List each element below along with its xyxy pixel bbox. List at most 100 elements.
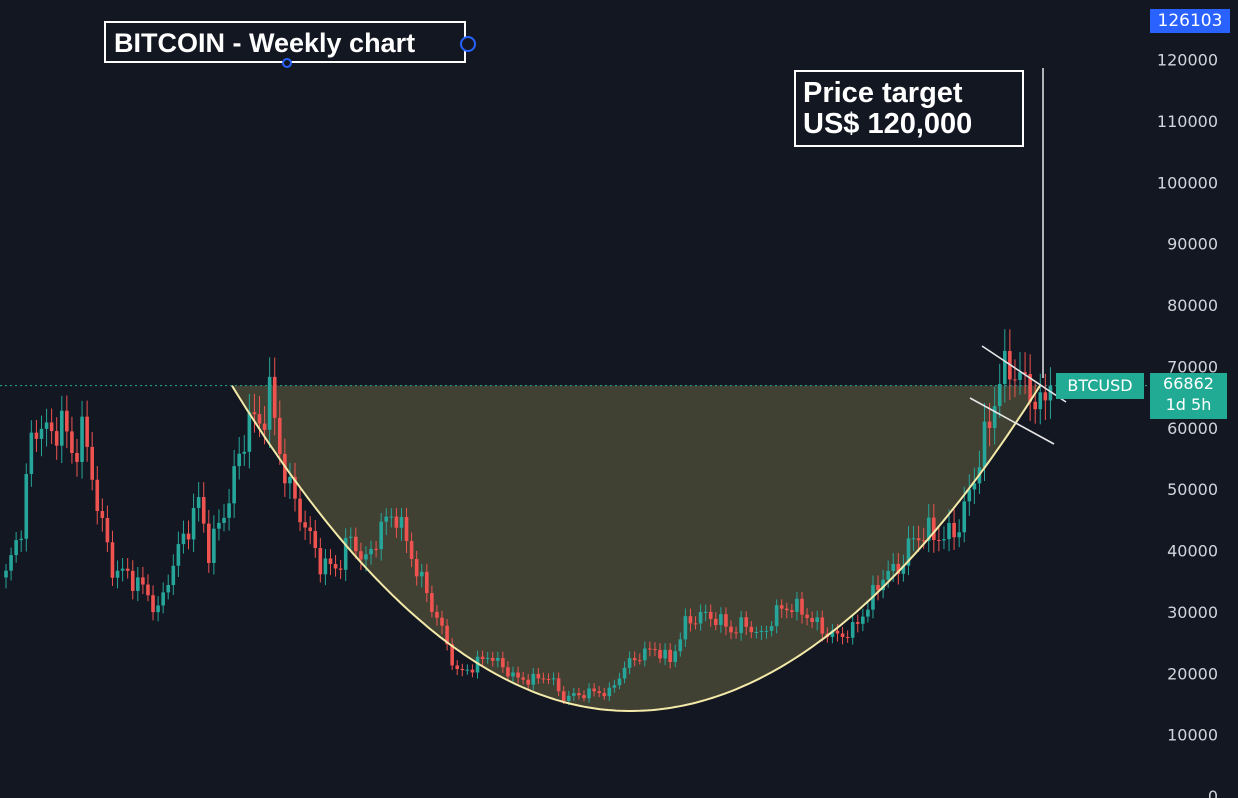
chart-title-box[interactable]: BITCOIN - Weekly chart <box>104 21 466 63</box>
y-tick-label: 0 <box>1208 787 1218 798</box>
y-tick-label: 50000 <box>1167 480 1218 499</box>
candle-body <box>678 639 683 652</box>
candle-body <box>764 630 769 632</box>
candle-body <box>698 611 703 624</box>
candle-body <box>1018 372 1022 381</box>
candle-body <box>70 431 74 453</box>
candle-body <box>196 497 201 509</box>
candle-body <box>759 630 764 632</box>
candle-body <box>419 571 424 577</box>
candle-body <box>734 632 738 634</box>
candle-body <box>891 563 896 571</box>
cup-pattern-fill <box>232 385 1040 711</box>
candle-body <box>227 503 231 518</box>
candle-body <box>855 622 860 624</box>
y-tick-label: 70000 <box>1167 357 1218 376</box>
y-tick-label: 80000 <box>1167 296 1218 315</box>
candle-body <box>901 565 906 574</box>
candle-body <box>648 648 652 650</box>
candle-body <box>379 521 383 550</box>
candle-body <box>14 540 18 556</box>
candle-body <box>252 412 257 415</box>
candle-body <box>242 451 247 454</box>
candle-body <box>551 678 556 680</box>
candle-body <box>54 431 59 446</box>
candle-body <box>739 617 743 633</box>
candle-body <box>987 421 992 429</box>
candle-body <box>784 608 789 611</box>
candle-body <box>1033 401 1038 410</box>
candle-body <box>587 688 591 699</box>
candle-body <box>800 598 804 615</box>
candle-body <box>44 422 49 429</box>
candle-body <box>972 483 977 490</box>
y-tick-label: 100000 <box>1157 173 1218 192</box>
handle-channel-lower <box>969 397 1055 445</box>
candle-body <box>668 649 672 662</box>
candle-body <box>338 568 343 570</box>
candle-body <box>526 679 531 685</box>
title-handle-bottom[interactable] <box>282 58 292 68</box>
price-target-box[interactable]: Price target US$ 120,000 <box>794 70 1024 147</box>
candle-body <box>4 570 8 578</box>
candle-body <box>303 522 307 528</box>
candle-body <box>115 570 120 578</box>
candle-body <box>688 616 693 624</box>
candle-body <box>714 618 718 625</box>
candle-body <box>896 563 901 574</box>
candle-body <box>744 617 749 627</box>
bar-countdown: 1d 5h <box>1165 395 1212 414</box>
candle-body <box>861 616 865 624</box>
candle-body <box>708 611 713 619</box>
candle-body <box>460 669 465 671</box>
candle-body <box>830 630 835 637</box>
y-tick-label: 120000 <box>1157 51 1218 70</box>
candle-body <box>592 688 596 692</box>
y-tick-label: 60000 <box>1167 419 1218 438</box>
candle-body <box>622 667 627 679</box>
candle-body <box>450 644 454 666</box>
candle-body <box>795 598 799 612</box>
candle-body <box>217 522 221 529</box>
candle-body <box>1038 392 1043 410</box>
y-tick-label: 110000 <box>1157 112 1218 131</box>
candle-body <box>207 523 211 564</box>
candlestick-series <box>4 329 1053 706</box>
candle-body <box>323 558 328 575</box>
candle-body <box>262 423 267 430</box>
candle-body <box>556 678 561 692</box>
candle-body <box>982 421 987 468</box>
title-handle-right[interactable] <box>460 36 476 52</box>
candle-body <box>627 658 632 668</box>
candle-body <box>992 406 997 429</box>
candle-body <box>39 428 44 439</box>
candle-body <box>404 516 409 541</box>
candle-body <box>34 432 39 439</box>
candle-body <box>455 665 460 670</box>
candle-body <box>643 648 647 661</box>
candle-body <box>947 522 951 540</box>
candle-body <box>364 554 368 560</box>
y-tick-label: 10000 <box>1167 726 1218 745</box>
candle-body <box>222 517 226 523</box>
price-target-label: Price target <box>803 77 963 109</box>
candle-body <box>663 649 667 659</box>
candle-body <box>582 695 586 699</box>
candle-body <box>906 538 911 566</box>
candle-body <box>779 605 784 609</box>
candle-body <box>430 593 434 612</box>
candle-body <box>546 678 551 680</box>
candle-body <box>967 489 972 502</box>
candle-body <box>435 611 439 618</box>
candle-body <box>724 614 728 627</box>
top-price-badge: 126103 <box>1150 9 1230 33</box>
last-price-value: 66862 <box>1163 374 1214 393</box>
candle-body <box>658 649 662 659</box>
candle-body <box>409 540 414 560</box>
candle-body <box>110 542 115 578</box>
candle-body <box>577 693 581 696</box>
candle-body <box>566 695 571 701</box>
candle-body <box>176 544 181 566</box>
candle-body <box>100 511 105 519</box>
candle-body <box>257 414 262 424</box>
